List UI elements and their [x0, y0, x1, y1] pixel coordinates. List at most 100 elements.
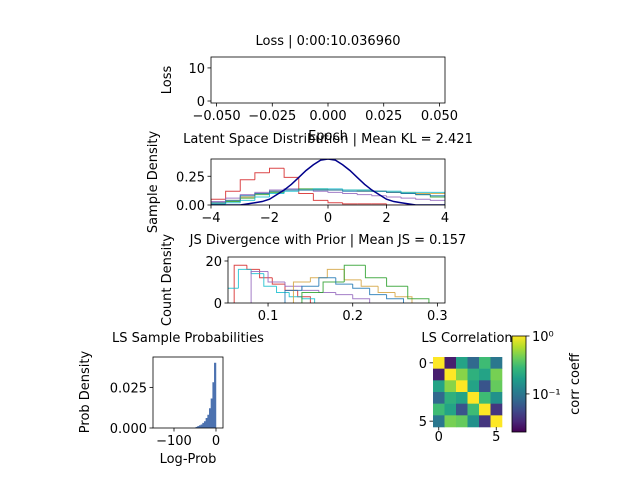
x-tick-label: −4	[201, 211, 220, 226]
y-tick-label: 20	[205, 255, 222, 270]
heatmap-cell	[433, 357, 445, 369]
y-tick-label: 0.25	[176, 170, 205, 185]
heatmap-cell	[479, 368, 491, 381]
hist-step	[301, 291, 324, 303]
chart-title: LS Correlation	[421, 331, 512, 346]
hist-step	[343, 269, 362, 281]
hist-step	[386, 277, 408, 287]
x-tick-label: 0	[212, 434, 220, 449]
axes-frame	[227, 256, 446, 304]
x-tick-label: 0.2	[342, 309, 363, 324]
x-tick-label: −2	[260, 211, 279, 226]
heatmap-cell	[467, 392, 480, 404]
heatmap-cell	[456, 368, 468, 381]
hist-step	[326, 268, 345, 278]
hist-step	[301, 296, 316, 303]
hist-bar	[209, 408, 212, 428]
hist-step	[407, 286, 430, 303]
hist-step	[356, 193, 372, 196]
hist-step	[386, 203, 402, 205]
heatmap-cell	[479, 392, 491, 404]
y-tick-label: 0.025	[110, 381, 147, 396]
hist-step	[318, 277, 336, 287]
hist-step	[269, 167, 285, 173]
hist-step	[263, 273, 277, 287]
plot-area	[195, 362, 217, 428]
hist-step	[342, 188, 358, 191]
y-tick-label: 0	[419, 357, 427, 372]
hist-step	[283, 190, 299, 194]
colorbar-tick-label: 10⁻¹	[532, 388, 561, 403]
hist-step	[429, 199, 445, 205]
heatmap-cell	[467, 357, 480, 369]
hist-step	[312, 193, 328, 201]
y-axis-label: Sample Density	[146, 131, 161, 234]
heatmap-cell	[467, 415, 480, 428]
hist-step	[254, 196, 270, 201]
hist-step	[254, 172, 270, 180]
hist-step	[415, 193, 431, 196]
hist-step	[415, 198, 431, 200]
hist-step	[288, 292, 302, 298]
hist-bar	[200, 424, 203, 428]
hist-step	[301, 285, 319, 291]
x-axis-label: Log-Prob	[160, 452, 217, 467]
y-tick-label: 0	[214, 297, 222, 312]
hist-step	[386, 294, 405, 303]
hist-step	[297, 290, 311, 303]
x-tick-label: −0.025	[248, 109, 296, 124]
hist-step	[239, 194, 255, 199]
heatmap-cell	[467, 380, 480, 393]
x-tick-label: 0.1	[258, 309, 279, 324]
x-tick-label: 5	[492, 430, 500, 445]
heatmap-cell	[456, 357, 468, 369]
hist-step	[269, 190, 285, 194]
heatmap-cell	[490, 368, 503, 381]
x-tick-label: 0.025	[365, 109, 402, 124]
hist-bar	[212, 382, 215, 428]
x-tick-label: 0.050	[421, 109, 458, 124]
hist-step	[239, 195, 255, 201]
hist-step	[211, 202, 226, 205]
hist-step	[250, 270, 269, 303]
hist-step	[429, 194, 445, 205]
hist-step	[246, 265, 260, 270]
hist-step	[386, 195, 402, 198]
hist-step	[298, 177, 314, 194]
prior-curve	[211, 159, 445, 205]
x-axis-label: Epoch	[308, 129, 348, 144]
hist-bar	[210, 398, 213, 428]
heatmap-cell	[467, 368, 480, 381]
hist-bar	[202, 422, 205, 428]
heatmap-cell	[433, 415, 445, 428]
hist-step	[301, 286, 319, 291]
x-tick-label: 0	[435, 430, 443, 445]
hist-step	[276, 286, 290, 293]
heatmap-cell	[490, 380, 503, 393]
hist-step	[400, 191, 416, 193]
hist-step	[239, 179, 255, 192]
hist-step	[284, 289, 302, 303]
hist-bar	[207, 414, 210, 428]
hist-step	[239, 196, 255, 201]
hist-step	[342, 190, 358, 192]
heatmap-cell	[490, 403, 503, 416]
heatmap-cell	[444, 392, 457, 404]
hist-step	[211, 198, 226, 205]
heatmap-cell	[490, 357, 503, 369]
hist-step	[225, 202, 241, 204]
hist-step	[327, 191, 343, 193]
hist-step	[254, 194, 270, 199]
hist-step	[352, 284, 370, 289]
hist-step	[377, 286, 396, 293]
hist-step	[211, 201, 226, 205]
hist-step	[430, 193, 445, 205]
hist-bar	[203, 421, 207, 428]
x-tick-label: 2	[382, 211, 390, 226]
hist-step	[237, 268, 252, 289]
hist-step	[327, 200, 343, 204]
chart-title: Loss | 0:00:10.036960	[255, 34, 400, 49]
heatmap-cell	[490, 415, 503, 428]
hist-step	[342, 192, 358, 194]
